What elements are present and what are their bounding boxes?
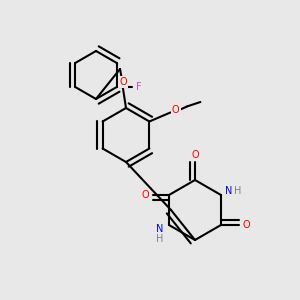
Text: O: O xyxy=(141,190,149,200)
Text: O: O xyxy=(172,105,180,115)
Text: O: O xyxy=(119,77,127,87)
Text: F: F xyxy=(136,82,141,92)
Text: O: O xyxy=(191,149,199,160)
Text: N: N xyxy=(156,224,164,235)
Text: O: O xyxy=(243,220,250,230)
Text: H: H xyxy=(156,233,164,244)
Text: N: N xyxy=(225,185,232,196)
Text: H: H xyxy=(234,185,241,196)
